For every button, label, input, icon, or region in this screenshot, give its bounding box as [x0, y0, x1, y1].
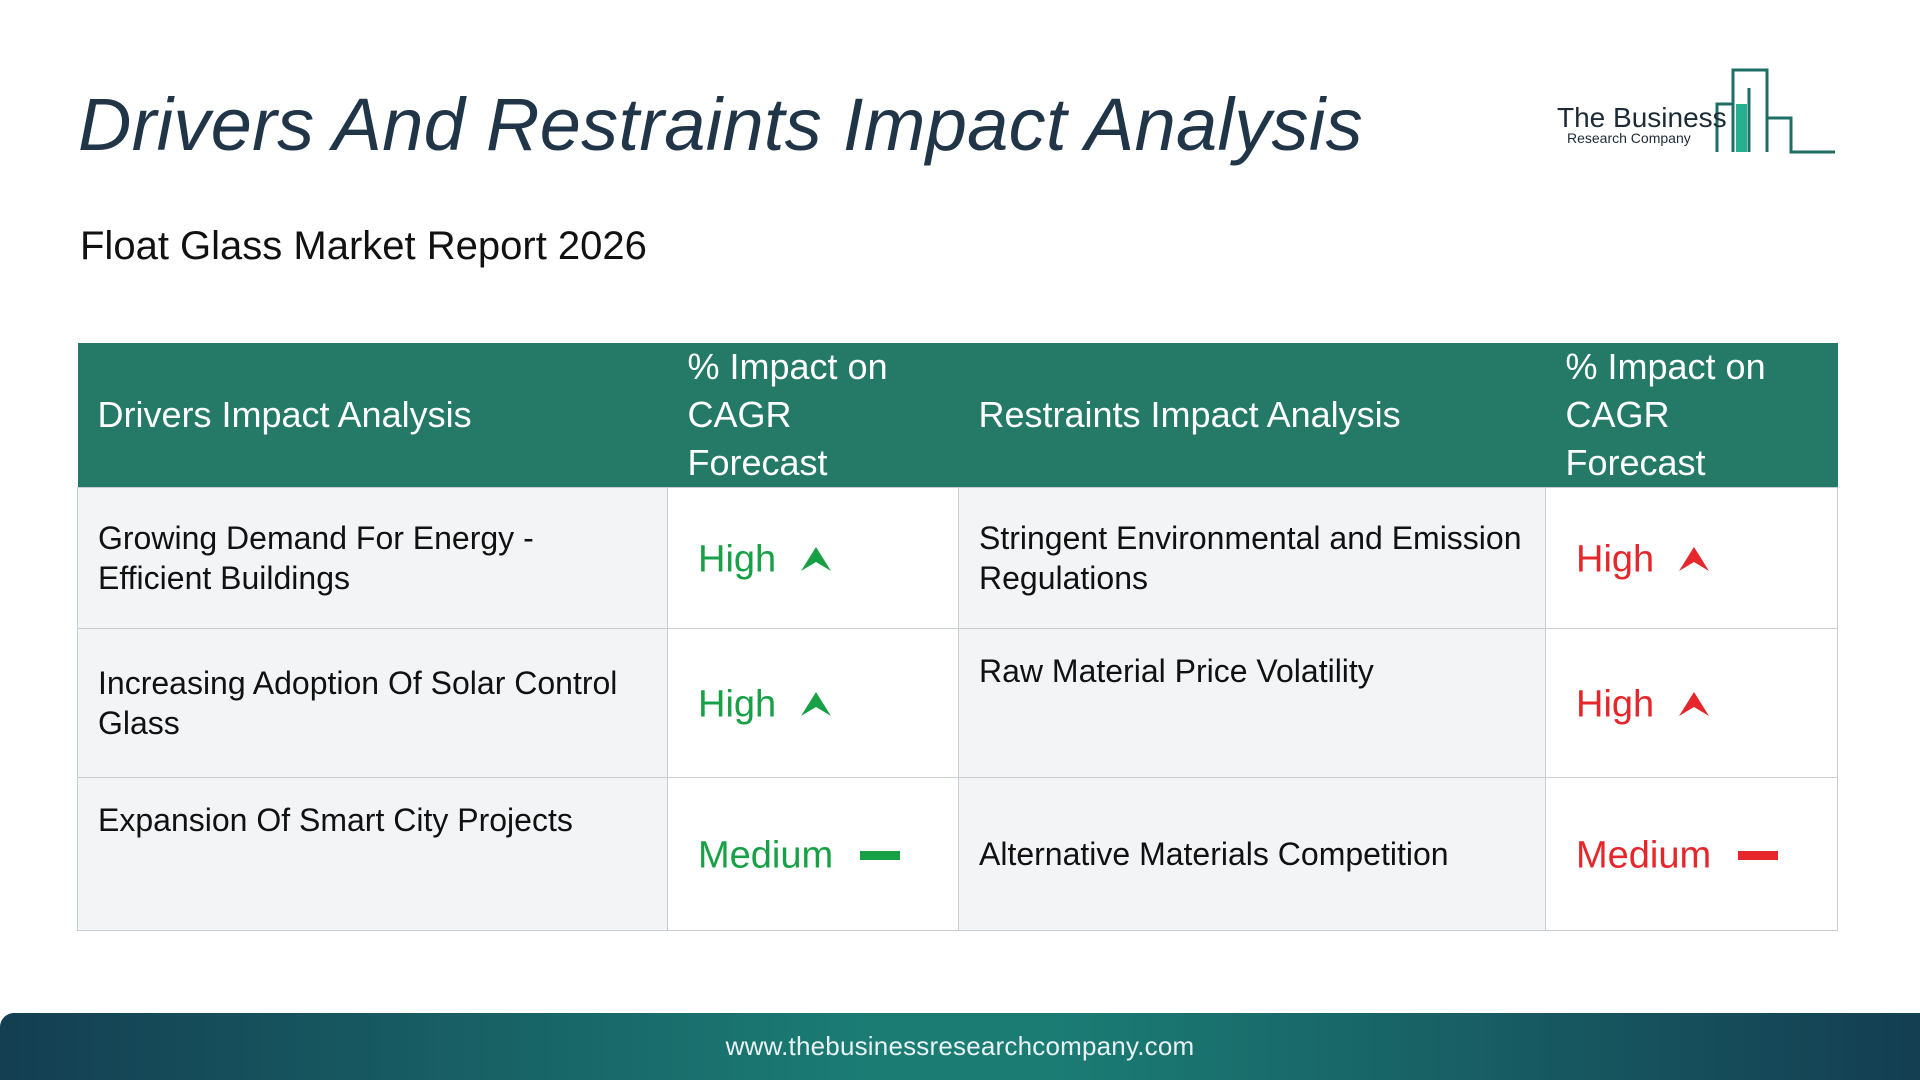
arrow-up-icon	[1679, 547, 1710, 572]
footer-bar: www.thebusinessresearchcompany.com	[0, 1013, 1920, 1080]
header-restraints: Restraints Impact Analysis	[958, 343, 1546, 488]
driver-impact-cell: Medium	[667, 777, 959, 931]
report-subtitle: Float Glass Market Report 2026	[80, 224, 647, 268]
driver-cell: Growing Demand For Energy - Efficient Bu…	[77, 487, 668, 629]
table-header-row: Drivers Impact Analysis % Impact on CAGR…	[77, 343, 1838, 488]
restraint-impact-level: High	[1576, 538, 1655, 581]
restraint-impact-level: Medium	[1576, 834, 1712, 877]
driver-impact-level: High	[698, 538, 777, 581]
table-row: Increasing Adoption Of Solar Control Gla…	[77, 628, 1838, 778]
company-logo: The Business Research Company	[1555, 68, 1835, 158]
driver-cell: Increasing Adoption Of Solar Control Gla…	[77, 628, 668, 778]
driver-impact-level: Medium	[698, 834, 834, 877]
dash-icon	[860, 850, 901, 860]
restraint-impact-cell: High	[1545, 628, 1838, 778]
arrow-up-icon	[801, 547, 832, 572]
header-drivers: Drivers Impact Analysis	[77, 343, 668, 488]
footer-url-link[interactable]: www.thebusinessresearchcompany.com	[725, 1031, 1195, 1061]
logo-name: The Business	[1557, 102, 1727, 133]
restraint-impact-cell: High	[1545, 487, 1838, 629]
arrow-up-icon	[1679, 692, 1710, 717]
driver-impact-level: High	[698, 683, 777, 726]
table-row: Expansion Of Smart City Projects Medium …	[77, 777, 1838, 931]
driver-cell: Expansion Of Smart City Projects	[77, 777, 668, 931]
restraint-impact-level: High	[1576, 683, 1655, 726]
driver-impact-cell: High	[667, 628, 959, 778]
page-title: Drivers And Restraints Impact Analysis	[78, 83, 1363, 166]
logo-bars-icon	[1715, 68, 1835, 154]
restraint-cell: Alternative Materials Competition	[958, 777, 1546, 931]
dash-icon	[1738, 850, 1779, 860]
header-restraints-impact: % Impact on CAGR Forecast	[1545, 343, 1838, 488]
restraint-impact-cell: Medium	[1545, 777, 1838, 931]
driver-impact-cell: High	[667, 487, 959, 629]
table-row: Growing Demand For Energy - Efficient Bu…	[77, 487, 1838, 629]
impact-table: Drivers Impact Analysis % Impact on CAGR…	[77, 343, 1838, 931]
restraint-cell: Stringent Environmental and Emission Reg…	[958, 487, 1546, 629]
restraint-cell: Raw Material Price Volatility	[958, 628, 1546, 778]
header-drivers-impact: % Impact on CAGR Forecast	[667, 343, 959, 488]
arrow-up-icon	[801, 692, 832, 717]
logo-subtitle: Research Company	[1567, 130, 1691, 146]
